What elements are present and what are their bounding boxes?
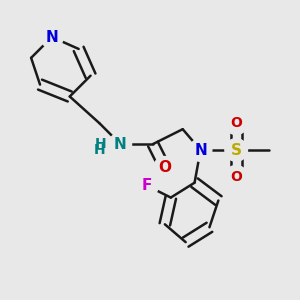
Circle shape	[109, 133, 132, 155]
Text: N: N	[194, 142, 207, 158]
Circle shape	[225, 139, 248, 161]
Circle shape	[88, 139, 111, 161]
Text: F: F	[142, 178, 152, 193]
Circle shape	[154, 157, 176, 179]
Circle shape	[40, 26, 63, 48]
Text: S: S	[231, 142, 242, 158]
Circle shape	[189, 139, 212, 161]
Text: O: O	[230, 116, 242, 130]
Text: O: O	[158, 160, 171, 175]
Text: N: N	[114, 136, 127, 152]
Circle shape	[225, 166, 248, 188]
Text: N: N	[46, 30, 58, 45]
Circle shape	[225, 112, 248, 134]
Text: O: O	[230, 170, 242, 184]
Text: H: H	[94, 143, 105, 157]
Circle shape	[136, 174, 158, 197]
Text: H: H	[95, 137, 107, 151]
